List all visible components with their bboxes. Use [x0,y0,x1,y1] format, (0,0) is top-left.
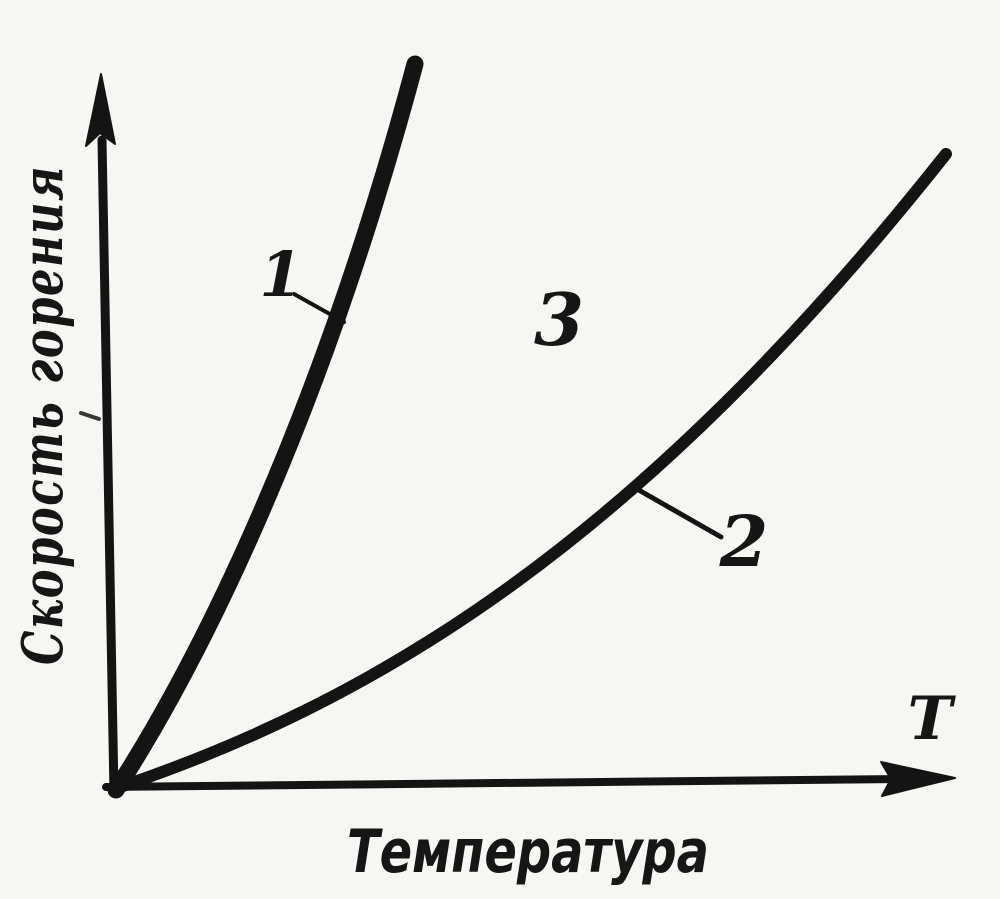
curve-2-leader-line [634,486,724,540]
x-axis-arrowhead-icon [880,761,956,797]
region-3-label: 3 [534,277,584,362]
x-axis-line [102,775,902,791]
curve-1 [107,55,424,799]
y-axis-line [97,135,119,798]
curve-2-label: 2 [719,500,769,583]
y-axis-label: Скорость горения [10,165,76,665]
stray-ink-mark [79,411,101,421]
curve-2 [108,148,952,795]
y-axis-arrowhead-icon [85,73,116,147]
curve-1-leader-line [292,292,346,324]
x-axis-symbol-label: T [908,684,957,754]
curve-1-label: 1 [259,238,302,311]
x-axis-label: Температура [347,817,709,887]
